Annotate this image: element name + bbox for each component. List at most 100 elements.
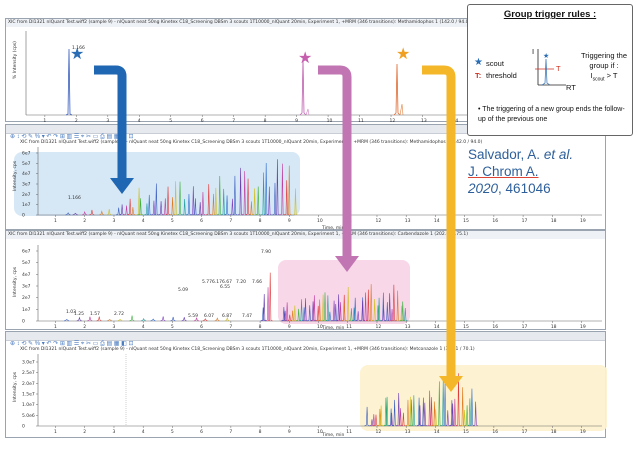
pane-2-peak bbox=[220, 188, 227, 216]
pane-4-xtick: 19 bbox=[580, 429, 586, 435]
pane-2-peak bbox=[286, 165, 292, 216]
pane-4-peak bbox=[369, 419, 375, 427]
pane-2-xtick: 4 bbox=[142, 218, 145, 224]
pane-2-peak bbox=[177, 181, 183, 216]
pane-2-peak bbox=[172, 181, 179, 216]
pane-4-peak bbox=[431, 401, 437, 427]
pane-3-peak bbox=[335, 294, 342, 322]
pane-4-peak bbox=[384, 396, 390, 427]
pane-3-peak bbox=[394, 290, 401, 322]
pane-4-peak bbox=[420, 397, 426, 427]
pane-4-xtick: 8 bbox=[259, 429, 262, 435]
pane-4-peak bbox=[400, 412, 406, 427]
pane-4-ytick: 0 bbox=[22, 424, 25, 430]
pane-2-peak bbox=[106, 208, 112, 216]
pane-4-peak bbox=[426, 390, 433, 427]
pane-3-peak bbox=[170, 316, 176, 322]
pane-2-xtick: 11 bbox=[346, 218, 352, 224]
pane-2-xtick: 16 bbox=[492, 218, 498, 224]
pane-4-peak bbox=[421, 402, 428, 427]
pane-2-peak bbox=[274, 159, 280, 216]
pane-4-peak bbox=[377, 408, 383, 427]
pane-4-highlight-region bbox=[360, 365, 607, 431]
pane-4-ytick: 1.5e7 bbox=[22, 392, 35, 398]
pane-4-ytick: 2.5e7 bbox=[22, 370, 35, 376]
pane-2-xtick: 2 bbox=[83, 218, 86, 224]
pane-2-peak bbox=[255, 186, 261, 216]
triggering-line1: Triggering the bbox=[581, 51, 627, 60]
pane-3-peak bbox=[351, 307, 357, 322]
pane-3-peak bbox=[96, 316, 102, 322]
pane-4-ylabel: Intensity, cps bbox=[12, 371, 18, 402]
pane-4-xtick: 3 bbox=[112, 429, 115, 435]
pane-3-peak bbox=[202, 318, 208, 322]
legend-threshold-marker: T: bbox=[475, 71, 482, 80]
pane-3-peak bbox=[117, 319, 123, 322]
pane-2-toolbar[interactable]: ⊕ ↕ ⟲ ✎ % ▾ ↶ ↷ ⊞ ▥ ☰ ⌖ ✂ ▭ ⎙ ▤ ▦ ◧ ⊡ bbox=[6, 125, 605, 140]
pane-3-peak-label: 1.03 bbox=[66, 309, 76, 315]
pane-2-xtick: 5 bbox=[171, 218, 174, 224]
pane-3-peak bbox=[398, 305, 405, 322]
pane-1-xtick: 11 bbox=[358, 118, 364, 123]
pane-2-xtick: 12 bbox=[375, 218, 381, 224]
pane-3-xtick: 18 bbox=[551, 324, 557, 330]
ref-year: 2020 bbox=[468, 181, 499, 196]
pane-2-peak bbox=[216, 176, 223, 216]
pane-3-peak-label: 6.87 bbox=[222, 313, 232, 319]
pane-2-peak bbox=[98, 210, 105, 216]
pane-3-peak bbox=[310, 301, 316, 322]
pane-2-peak bbox=[251, 188, 258, 216]
pane-1-xtick: 10 bbox=[327, 118, 333, 123]
pane-4-xtick: 13 bbox=[405, 429, 411, 435]
pane-2-peak bbox=[192, 198, 198, 216]
pane-3-peak bbox=[193, 317, 200, 322]
pane-4-ytick: 5.0e6 bbox=[22, 413, 35, 419]
triggering-line2: group if : bbox=[589, 61, 619, 70]
pane-3-xtick: 2 bbox=[83, 324, 86, 330]
pane-4-toolbar[interactable]: ⊕ ↕ ⟲ ✎ % ▾ ↶ ↷ ⊞ ▥ ☰ ⌖ ✂ ▭ ⎙ ▤ ▦ ◧ ⊡ bbox=[6, 332, 605, 347]
toolbar-icons[interactable]: ⊕ ↕ ⟲ ✎ % ▾ ↶ ↷ ⊞ ▥ ☰ ⌖ ✂ ▭ ⎙ ▤ ▦ ◧ ⊡ bbox=[10, 134, 134, 140]
pane-4-title: XIC from DI1321 nlQuant Test.wiff2 (samp… bbox=[20, 346, 475, 352]
pane-1-xtick: 5 bbox=[169, 118, 172, 123]
pane-2-xtick: 6 bbox=[200, 218, 203, 224]
pane-3-peak bbox=[380, 305, 386, 322]
pane-4-xtick: 7 bbox=[229, 429, 232, 435]
pane-4-ytick: 3.0e7 bbox=[22, 360, 35, 366]
pane-2-peak bbox=[200, 191, 206, 216]
pane-2-ytick: 4e7 bbox=[22, 171, 31, 177]
pane-4-peak bbox=[444, 410, 451, 427]
toolbar-icons-4[interactable]: ⊕ ↕ ⟲ ✎ % ▾ ↶ ↷ ⊞ ▥ ☰ ⌖ ✂ ▭ ⎙ ▤ ▦ ◧ ⊡ bbox=[10, 341, 134, 347]
pane-4-xtick: 1 bbox=[54, 429, 57, 435]
pane-3-xtick: 1 bbox=[54, 324, 57, 330]
pane-4-peak bbox=[432, 409, 439, 427]
pane-3-ytick: 4e7 bbox=[22, 272, 31, 278]
pane-2-ytick: 1e7 bbox=[22, 202, 31, 208]
pane-2-peak bbox=[279, 163, 285, 216]
pane-3-peak bbox=[391, 284, 397, 322]
pane-1-xtick: 7 bbox=[232, 118, 235, 123]
pane-3-peak-label: 2.72 bbox=[114, 311, 124, 317]
pane-3-peak bbox=[160, 316, 166, 322]
pane-2-ytick: 5e7 bbox=[22, 161, 31, 167]
chromatogram-pane-3: XIC from DI1321 nlQuant Test.wiff2 (samp… bbox=[5, 230, 606, 331]
pane-3-peak-label: 1.25 bbox=[74, 311, 84, 317]
pane-4-xtick: 16 bbox=[492, 429, 498, 435]
pane-4-ytick: 1.0e7 bbox=[22, 402, 35, 408]
pane-3-peak-label: 5.59 bbox=[188, 313, 198, 319]
pane-3-ytick: 1e7 bbox=[22, 307, 31, 313]
pane-4-peak bbox=[455, 373, 461, 427]
pane-2-peak bbox=[245, 178, 251, 216]
pane-3-peak bbox=[260, 307, 266, 322]
pane-4-xtick: 5 bbox=[171, 429, 174, 435]
pane-2-peak bbox=[181, 199, 188, 216]
pane-2-peak bbox=[237, 167, 244, 216]
pane-2-peak-label: 1.166 bbox=[68, 195, 81, 201]
pane-2-ylabel: Intensity, cps bbox=[12, 160, 18, 191]
ref-authors: Salvador, A. bbox=[468, 147, 541, 162]
pane-3-peak bbox=[281, 306, 287, 322]
pane-1-title: XIC from DI1321 nlQuant Test.wiff2 (samp… bbox=[6, 19, 605, 27]
pane-3-ylabel: Intensity, cps bbox=[12, 266, 18, 297]
group-trigger-rules-box: Group trigger rules : ★ scout T: thresho… bbox=[467, 4, 633, 136]
pane-3-peak bbox=[267, 272, 273, 322]
